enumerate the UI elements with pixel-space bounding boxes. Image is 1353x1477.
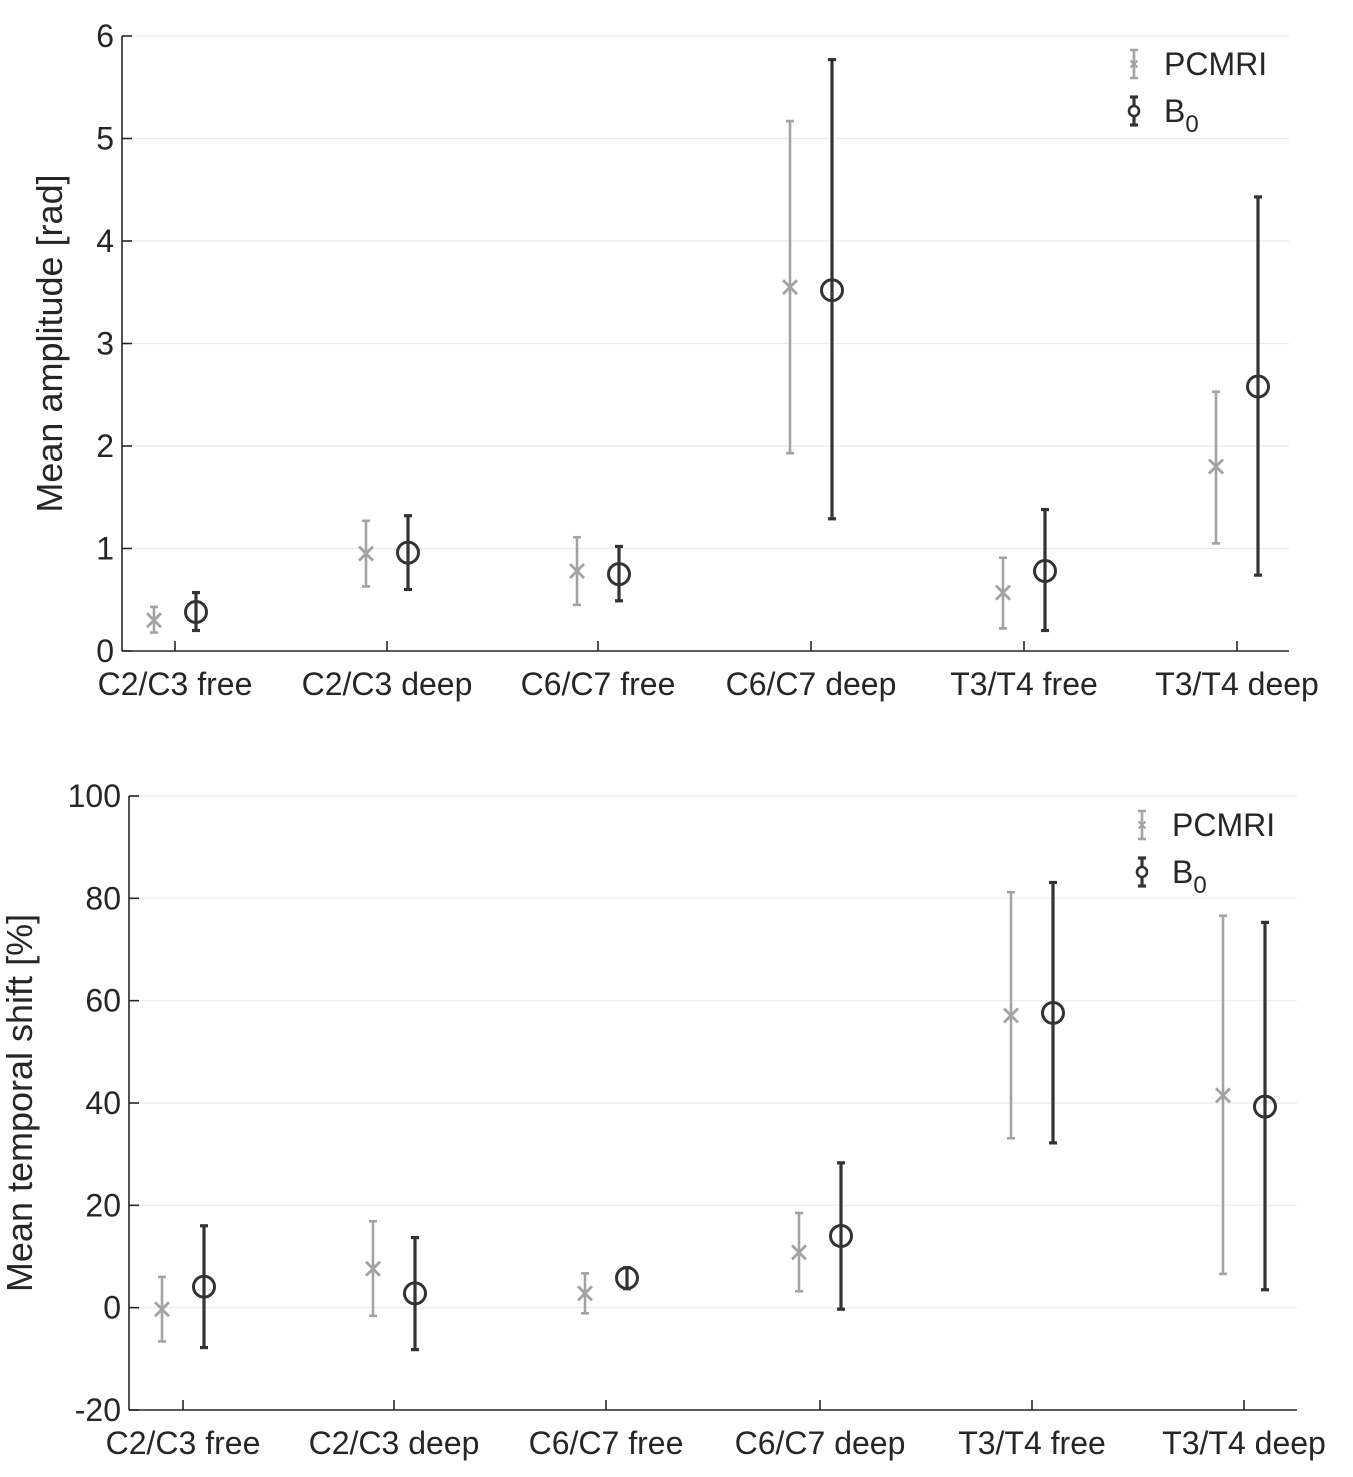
b0-errorbar [192,590,200,633]
x-tick-label: T3/T4 deep [1155,666,1319,702]
b0-marker [1253,1094,1277,1119]
x-tick-label: C6/C7 deep [726,666,897,702]
y-tick-label: 0 [103,1290,121,1326]
legend-label: B0 [1172,854,1207,899]
x-tick-label: C2/C3 deep [309,1425,480,1461]
y-tick-label: 5 [96,121,114,157]
b0-marker [615,1265,639,1290]
b0-errorbar [404,514,412,592]
legend-item: B0 [1127,93,1199,138]
y-tick-label: 0 [96,633,114,669]
pcmri-marker [146,612,162,629]
x-tick-label: T3/T4 free [950,666,1098,702]
y-tick-label: 60 [85,983,121,1019]
b0-marker [829,1224,853,1249]
pcmri-marker [365,1260,381,1277]
b0-errorbar [1049,880,1057,1145]
b0-errorbar [1261,920,1269,1292]
legend-x-marker [1137,820,1147,830]
pcmri-marker [577,1285,593,1302]
legend-label: B0 [1164,93,1199,138]
legend-o-marker [1127,104,1141,118]
x-tick-label: T3/T4 deep [1162,1425,1326,1461]
legend-item: PCMRI [1137,807,1275,843]
y-tick-label: 40 [85,1085,121,1121]
x-tick-label: C2/C3 free [98,666,253,702]
pcmri-marker [1215,1087,1231,1104]
amplitude-chart: 0 1 2 3 4 5 6 C2/C3 free C2/C3 deep C6/C7 free C6/… [29,18,1319,702]
b0-errorbar [837,1161,845,1311]
x-marker-stroke [791,1244,807,1261]
b0-errorbar [200,1224,208,1350]
x-marker-stroke [577,1285,593,1302]
b0-marker [403,1281,427,1306]
b0-errorbar [411,1235,419,1352]
y-tick-label: -20 [75,1392,121,1428]
b0-marker [396,540,420,565]
x-marker-stroke [569,563,585,580]
y-tick-label: 20 [85,1187,121,1223]
legend: PCMRI B0 [1127,46,1267,138]
pcmri-marker [154,1301,170,1318]
x-marker-stroke [1215,1087,1231,1104]
b0-marker [607,562,631,587]
b0-marker [1041,1000,1065,1025]
x-marker-stroke [1208,458,1224,475]
b0-errorbar [615,544,623,603]
legend-label: PCMRI [1172,807,1275,843]
y-tick-label: 3 [96,326,114,362]
y-tick-label: 1 [96,531,114,567]
b0-marker [1246,374,1270,399]
x-tick-label: C6/C7 free [529,1425,684,1461]
x-marker-stroke [1003,1007,1019,1024]
b0-errorbar [1254,195,1262,577]
b0-marker [1033,559,1057,584]
pcmri-marker [995,584,1011,601]
x-tick-label: T3/T4 free [958,1425,1106,1461]
pcmri-marker [1208,458,1224,475]
b0-errorbar [1041,507,1049,633]
y-axis-label: Mean amplitude [rad] [29,174,70,512]
b0-errorbar [828,57,836,521]
x-marker-stroke [782,279,798,296]
temporal-shift-chart: -20 0 20 40 60 80 100 C2/C3 free C2/C3 deep C6/C7… [0,778,1326,1461]
x-marker-stroke [358,545,374,562]
y-tick-label: 6 [96,18,114,54]
x-marker-stroke [995,584,1011,601]
pcmri-marker [791,1244,807,1261]
pcmri-marker [1003,1007,1019,1024]
x-tick-label: C2/C3 deep [302,666,473,702]
x-marker-stroke [154,1301,170,1318]
legend-label: PCMRI [1164,46,1267,82]
x-tick-label: C6/C7 deep [735,1425,906,1461]
legend-item: B0 [1135,854,1207,899]
x-tick-label: C6/C7 free [521,666,676,702]
x-tick-label: C2/C3 free [106,1425,261,1461]
pcmri-marker [782,279,798,296]
pcmri-marker [569,563,585,580]
y-tick-label: 4 [96,223,114,259]
b0-marker [184,600,208,625]
y-axis-label: Mean temporal shift [%] [0,914,40,1292]
b0-errorbar [623,1266,631,1291]
x-marker-stroke [146,612,162,629]
y-tick-label: 80 [85,880,121,916]
y-tick-label: 2 [96,428,114,464]
legend: PCMRI B0 [1135,807,1275,899]
legend-o-marker [1135,865,1149,879]
y-tick-label: 100 [68,778,121,814]
legend-item: PCMRI [1129,46,1267,82]
legend-x-marker [1129,59,1139,69]
pcmri-marker [358,545,374,562]
b0-marker [820,278,844,303]
b0-marker [192,1274,216,1299]
x-marker-stroke [365,1260,381,1277]
